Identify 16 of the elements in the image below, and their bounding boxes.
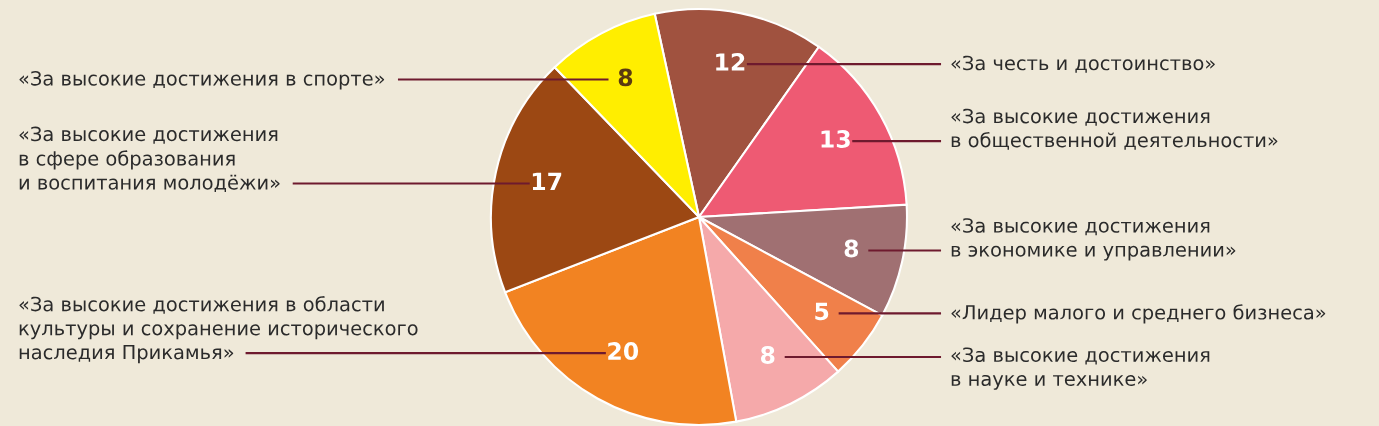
data-label: 13 bbox=[821, 130, 850, 148]
slice-label: «Лидер малого и среднего бизнеса» bbox=[951, 304, 1326, 324]
data-label: 17 bbox=[532, 172, 562, 190]
slice-label: «За высокие достижения в области культуры и сохранение исторического наследия Прикамья» bbox=[19, 296, 418, 364]
slice-label: «За высокие достижения в общественной деятельности» bbox=[951, 108, 1278, 150]
slice-label: «За высокие достижения в науке и технике» bbox=[951, 347, 1210, 390]
data-label: 8 bbox=[760, 346, 775, 364]
data-label: 8 bbox=[844, 239, 859, 258]
data-label: 8 bbox=[618, 68, 633, 87]
data-label: 20 bbox=[608, 342, 639, 360]
data-label: 12 bbox=[716, 53, 745, 71]
slice-label: «За высокие достижения в сфере образования и воспитания молодёжи» bbox=[19, 126, 280, 193]
data-label: 5 bbox=[815, 302, 829, 321]
slice-label: «За высокие достижения в экономике и управлении» bbox=[951, 218, 1236, 261]
slice-label: «За высокие достижения в спорте» bbox=[19, 70, 385, 90]
slice-label: «За честь и достоинство» bbox=[951, 55, 1215, 73]
